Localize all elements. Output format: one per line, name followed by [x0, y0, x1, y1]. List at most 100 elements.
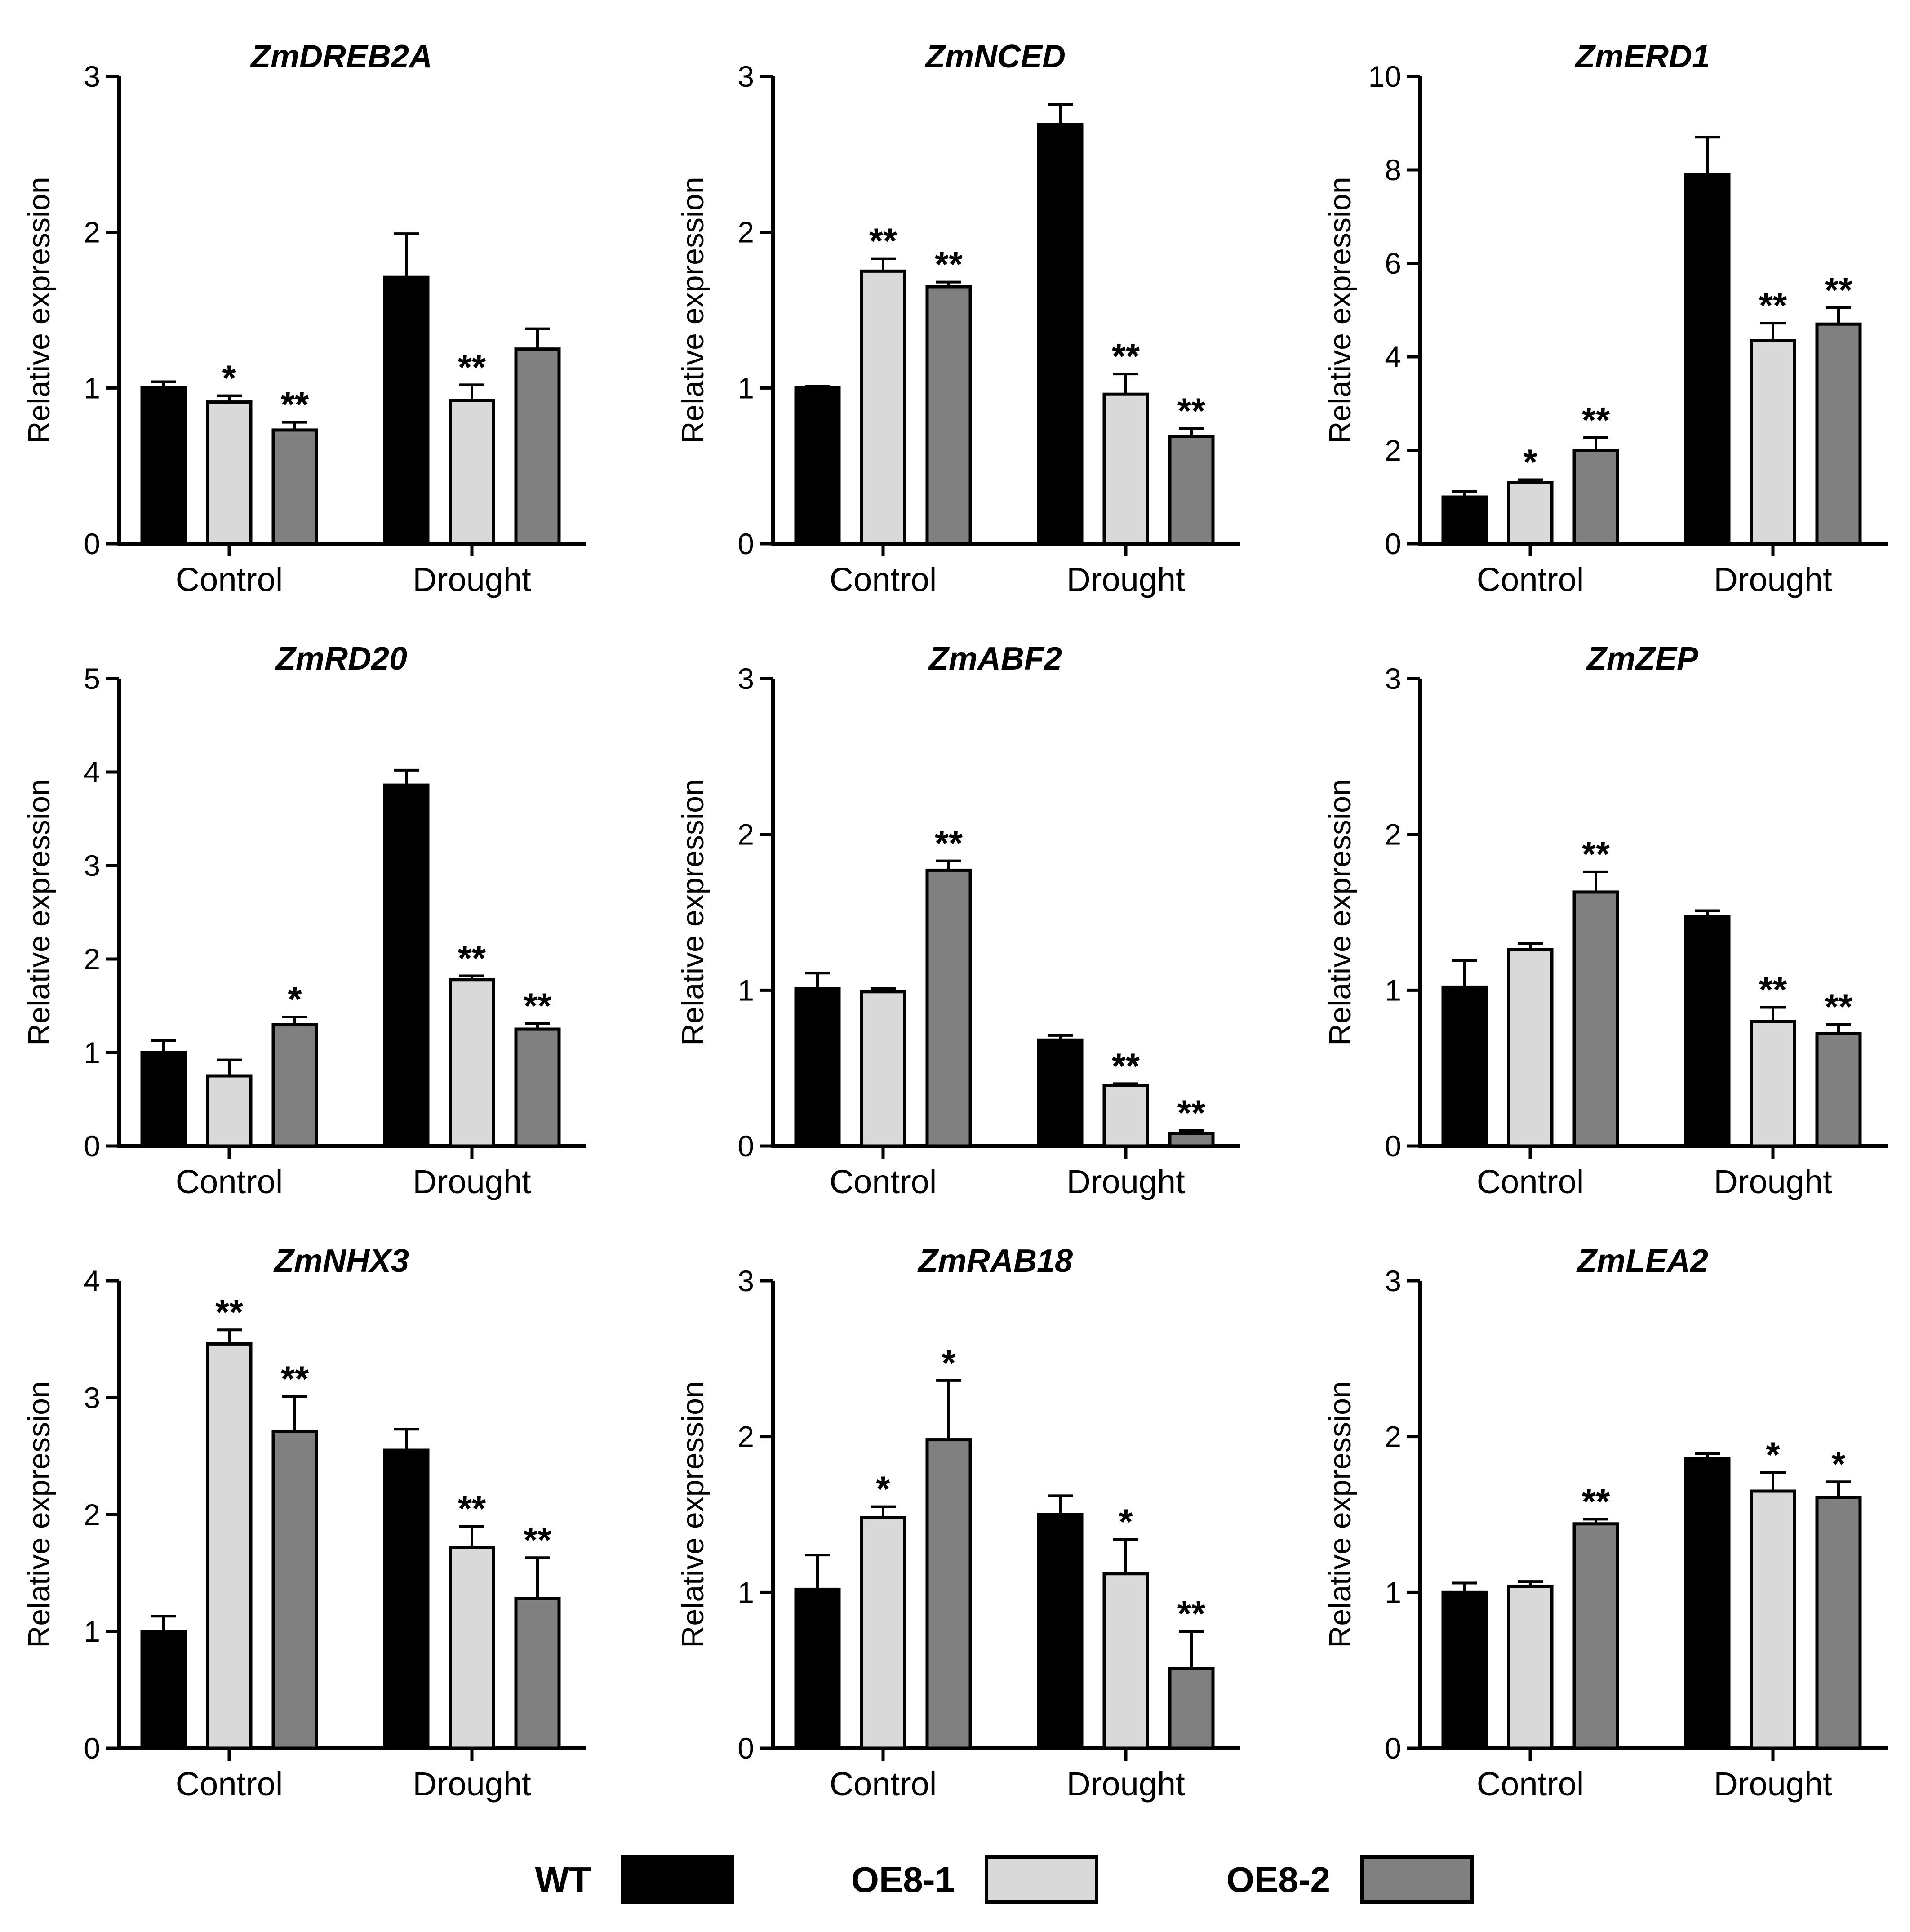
x-tick-label-control: Control	[176, 1163, 283, 1200]
bar-oe8-1-control	[206, 400, 253, 546]
y-axis-label: Relative expression	[676, 177, 710, 443]
y-axis-label: Relative expression	[1323, 1381, 1357, 1648]
chart-title: ZmRD20	[275, 641, 407, 677]
bar-wt-control	[140, 1051, 187, 1148]
significance-marker: *	[1831, 1444, 1846, 1484]
significance-marker: **	[458, 938, 486, 978]
bar-wt-drought	[1037, 1038, 1084, 1148]
y-tick-label: 0	[84, 527, 100, 560]
bar-wt-control	[794, 386, 841, 546]
significance-marker: **	[1759, 969, 1787, 1009]
y-axis-label: Relative expression	[22, 177, 56, 443]
legend-label-oe8-1: OE8-1	[851, 1860, 955, 1900]
bar-oe8-2-drought	[1815, 322, 1862, 546]
y-tick-label: 4	[1385, 340, 1401, 373]
y-tick-label: 2	[737, 818, 754, 851]
legend-swatch-wt	[621, 1855, 734, 1904]
y-tick-label: 0	[1385, 527, 1401, 560]
y-tick-label: 2	[84, 1498, 100, 1531]
significance-marker: **	[458, 347, 486, 387]
y-tick-label: 2	[84, 216, 100, 249]
bar-oe8-1-control	[860, 990, 906, 1148]
chart-panel-zmzep: ZmZEP Relative expression 0 1 2 3 Control ** Dro…	[1323, 641, 1888, 1200]
y-tick-label: 4	[84, 755, 100, 789]
significance-marker: **	[1759, 285, 1787, 325]
significance-marker: **	[869, 221, 897, 261]
y-tick-label: 1	[1385, 1576, 1401, 1609]
legend-label-oe8-2: OE8-2	[1226, 1860, 1330, 1900]
bar-oe8-1-control	[860, 269, 906, 546]
significance-marker: *	[288, 979, 302, 1019]
bar-oe8-2-control	[271, 1023, 318, 1148]
legend-label-wt: WT	[535, 1860, 591, 1900]
y-tick-label: 1	[737, 973, 754, 1007]
bar-oe8-2-drought	[1168, 435, 1215, 546]
bar-oe8-2-control	[925, 285, 972, 546]
y-axis-label: Relative expression	[676, 1381, 710, 1648]
chart-panel-zmnhx3: ZmNHX3 Relative expression 0 1 2 3 4 Control ** *…	[22, 1243, 586, 1803]
x-tick-label-control: Control	[830, 1163, 937, 1200]
y-tick-label: 1	[84, 1036, 100, 1069]
chart-title: ZmNHX3	[273, 1243, 409, 1279]
significance-marker: **	[935, 823, 963, 863]
y-tick-label: 0	[737, 1129, 754, 1163]
x-tick-label-drought: Drought	[413, 561, 531, 598]
bar-wt-drought	[1684, 173, 1731, 546]
x-tick-label-drought: Drought	[1714, 1163, 1832, 1200]
bar-wt-control	[1441, 1590, 1488, 1750]
significance-marker: **	[1177, 1594, 1206, 1634]
bar-oe8-2-drought	[1168, 1132, 1215, 1148]
significance-marker: **	[1582, 400, 1610, 440]
bar-wt-drought	[1684, 1457, 1731, 1750]
significance-marker: **	[458, 1488, 486, 1528]
significance-marker: **	[281, 1359, 309, 1399]
significance-marker: *	[876, 1469, 890, 1509]
bar-wt-drought	[383, 1448, 430, 1750]
x-tick-label-drought: Drought	[1714, 561, 1832, 598]
significance-marker: **	[1112, 1046, 1140, 1086]
y-tick-label: 3	[737, 662, 754, 695]
y-tick-label: 0	[1385, 1732, 1401, 1765]
x-tick-label-drought: Drought	[1066, 1765, 1185, 1803]
significance-marker: *	[222, 358, 236, 398]
x-tick-label-control: Control	[1477, 561, 1584, 598]
chart-title: ZmABF2	[928, 641, 1062, 677]
y-tick-label: 3	[84, 60, 100, 93]
y-tick-label: 3	[1385, 662, 1401, 695]
chart-title: ZmZEP	[1586, 641, 1699, 677]
x-tick-label-control: Control	[176, 561, 283, 598]
chart-title: ZmNCED	[924, 39, 1066, 75]
y-tick-label: 3	[84, 1381, 100, 1414]
bar-wt-drought	[1037, 123, 1084, 546]
y-axis-label: Relative expression	[22, 1381, 56, 1648]
x-tick-label-drought: Drought	[413, 1765, 531, 1803]
y-tick-label: 0	[84, 1732, 100, 1765]
bar-wt-drought	[383, 275, 430, 546]
y-tick-label: 4	[84, 1264, 100, 1297]
y-axis-label: Relative expression	[1323, 177, 1357, 443]
significance-marker: **	[524, 1520, 552, 1560]
y-tick-label: 6	[1385, 247, 1401, 280]
x-tick-label-control: Control	[1477, 1163, 1584, 1200]
chart-panel-zmnced: ZmNCED Relative expression 0 1 2 3 Control ** **…	[676, 39, 1240, 598]
y-tick-label: 1	[84, 1615, 100, 1648]
y-tick-label: 0	[737, 527, 754, 560]
y-tick-label: 1	[737, 1576, 754, 1609]
significance-marker: **	[215, 1292, 244, 1332]
bar-oe8-1-drought	[1750, 1020, 1796, 1148]
significance-marker: **	[1825, 987, 1853, 1027]
bar-oe8-2-drought	[514, 1027, 561, 1148]
bar-oe8-1-control	[1507, 1584, 1554, 1750]
legend: WT OE8-1 OE8-2	[535, 1855, 1474, 1904]
bar-oe8-1-drought	[1750, 339, 1796, 546]
significance-marker: **	[1112, 336, 1140, 376]
x-tick-label-control: Control	[830, 561, 937, 598]
significance-marker: **	[1177, 1093, 1206, 1133]
y-tick-label: 1	[1385, 973, 1401, 1007]
y-tick-label: 3	[737, 1264, 754, 1297]
bar-wt-control	[794, 1587, 841, 1750]
significance-marker: **	[1825, 270, 1853, 310]
significance-marker: **	[935, 244, 963, 284]
